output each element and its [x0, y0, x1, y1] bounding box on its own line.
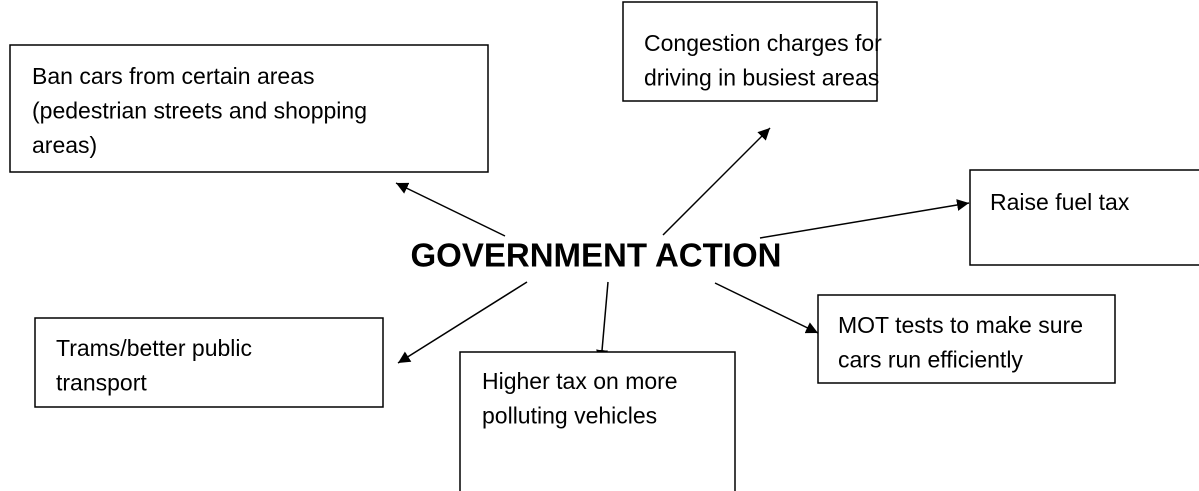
node: Higher tax on more polluting vehicles: [459, 351, 736, 491]
node: Raise fuel tax: [969, 169, 1199, 266]
node: Congestion charges for driving in busiest…: [622, 1, 882, 102]
node-box: [817, 294, 1116, 384]
node-text: MOT tests to make sure: [838, 312, 1083, 338]
arrow: [714, 282, 819, 334]
center-label: GOVERNMENT ACTION: [411, 237, 782, 274]
arrow: [395, 182, 506, 237]
node: MOT tests to make sure cars run efficient…: [817, 294, 1116, 384]
node-text: Raise fuel tax: [990, 189, 1130, 215]
node-text: polluting vehicles: [482, 403, 657, 429]
node-text: Congestion charges for: [644, 30, 882, 56]
node-box: [622, 1, 878, 102]
arrows: [395, 127, 970, 364]
arrow: [662, 127, 771, 236]
node-box: [969, 169, 1199, 266]
node-text: transport: [56, 370, 147, 396]
node-text: Ban cars from certain areas: [32, 63, 315, 89]
node-box: [459, 351, 736, 491]
node-text: areas): [32, 132, 97, 158]
node-text: Higher tax on more: [482, 368, 678, 394]
node: Trams/better public transport: [34, 317, 384, 408]
arrow: [397, 281, 528, 364]
node-text: driving in busiest areas: [644, 65, 879, 91]
node-box: [34, 317, 384, 408]
node-text: cars run efficiently: [838, 347, 1023, 373]
arrow: [596, 281, 609, 363]
node-text: Trams/better public: [56, 335, 252, 361]
node: Ban cars from certain areas (pedestrian s…: [9, 44, 489, 173]
node-text: (pedestrian streets and shopping: [32, 98, 367, 124]
node-box: [9, 44, 489, 173]
arrow: [759, 199, 970, 239]
